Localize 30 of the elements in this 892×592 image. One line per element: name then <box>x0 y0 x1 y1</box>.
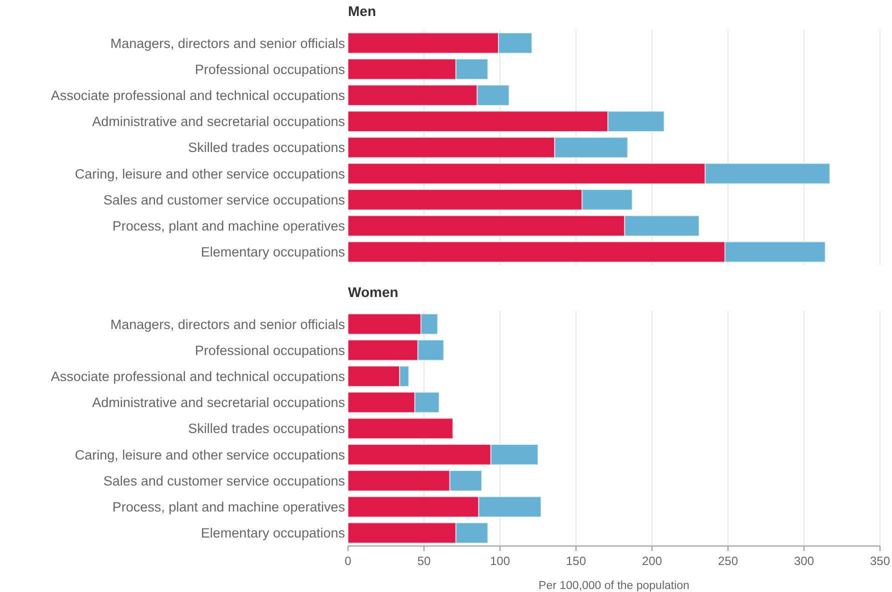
y-tick-label: Associate professional and technical occupations <box>50 88 346 104</box>
y-tick-label: Caring, leisure and other service occupations <box>74 447 346 462</box>
y-tick-label: Caring, leisure and other service occupations <box>74 166 346 182</box>
y-tick-label: Managers, directors and senior officials <box>110 316 346 332</box>
y-tick-label: Professional occupations <box>194 342 346 358</box>
x-tick-label: 150 <box>566 554 586 568</box>
bar <box>348 418 454 440</box>
y-tick-label: Administrative and secretarial occupations <box>92 395 346 410</box>
x-tick-label: 200 <box>642 554 662 568</box>
y-tick-label: Professional occupations <box>194 62 346 77</box>
x-tick-label: 50 <box>417 554 431 568</box>
y-tick-label: Process, plant and machine operatives <box>112 500 346 515</box>
y-tick-label: Elementary occupations <box>200 244 346 260</box>
y-tick-label: Sales and customer service occupations <box>103 192 346 208</box>
y-tick-label: Sales and customer service occupations <box>103 473 346 488</box>
x-tick-label: 0 <box>344 554 352 568</box>
x-tick-label: 100 <box>490 554 510 568</box>
y-tick-label: Process, plant and machine operatives <box>112 218 346 234</box>
x-axis-title: Per 100,000 of the population <box>538 580 690 592</box>
x-tick-label: 250 <box>718 554 738 568</box>
y-tick-label: Associate professional and technical occupations <box>50 369 346 384</box>
chart-title: Men <box>348 3 376 19</box>
chart-title: Women <box>348 284 398 300</box>
y-tick-label: Elementary occupations <box>200 526 346 541</box>
y-tick-label: Skilled trades occupations <box>188 421 346 436</box>
y-tick-label: Administrative and secretarial occupations <box>92 114 346 130</box>
y-tick-label: Skilled trades occupations <box>188 140 346 156</box>
x-tick-label: 350 <box>870 554 890 568</box>
y-tick-label: Managers, directors and senior officials <box>110 36 346 51</box>
x-tick-label: 300 <box>794 554 814 568</box>
